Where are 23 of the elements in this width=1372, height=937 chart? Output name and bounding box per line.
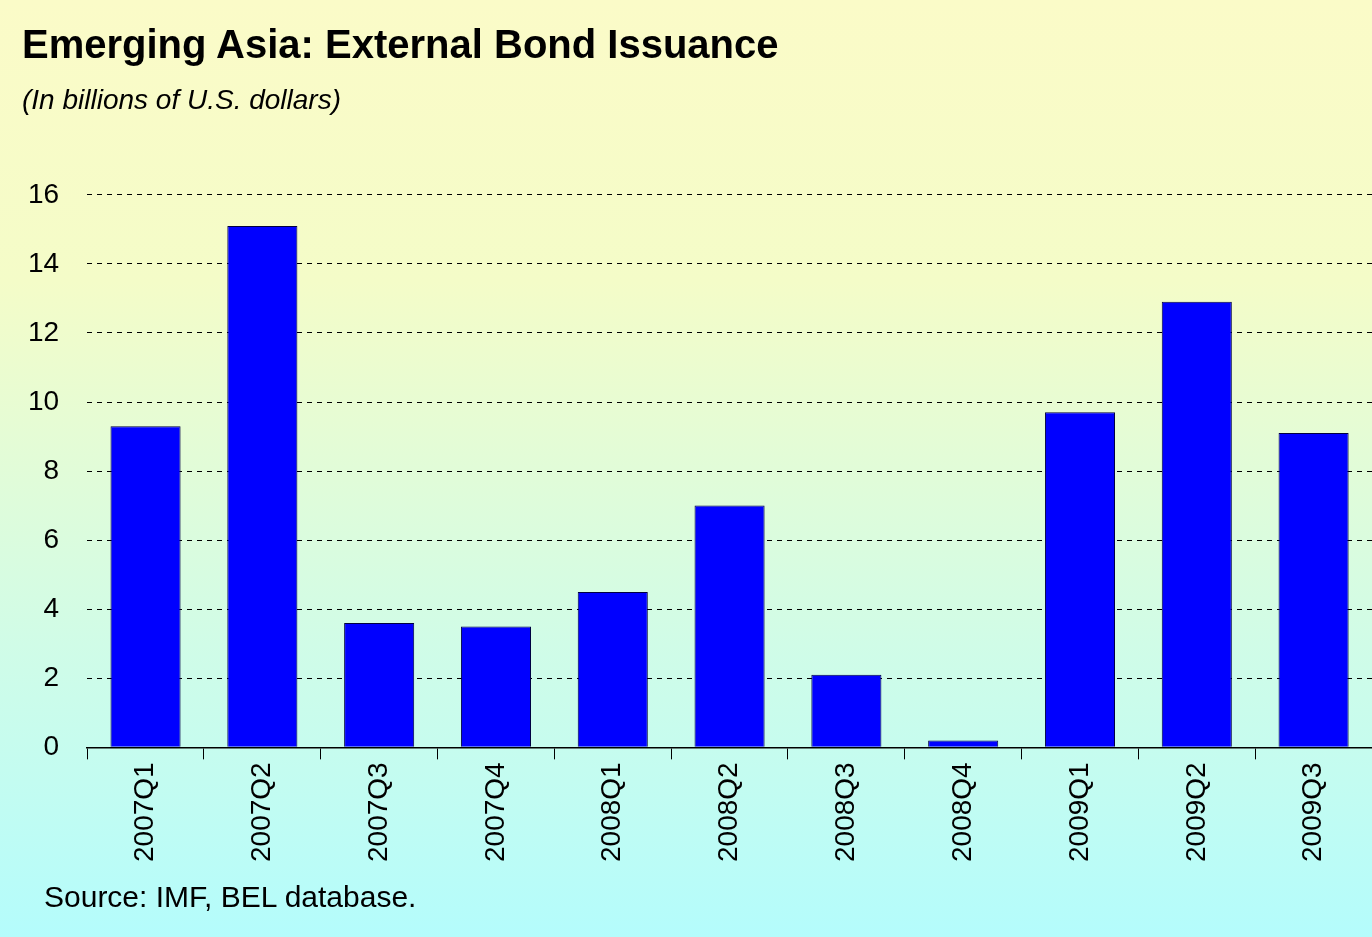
y-tick-label: 14 — [27, 246, 60, 278]
y-tick-label: 10 — [27, 384, 60, 416]
y-tick-label: 12 — [27, 315, 60, 347]
x-tick-label: 2008Q1 — [595, 762, 627, 862]
x-tick-label: 2007Q2 — [245, 762, 277, 862]
y-tick-label: 16 — [27, 177, 60, 209]
x-tick-label: 2008Q4 — [945, 762, 977, 862]
x-tick-label: 2008Q3 — [829, 762, 861, 862]
x-tick-label: 2009Q2 — [1179, 762, 1211, 862]
x-tick-label: 2009Q1 — [1062, 762, 1094, 862]
x-tick-label: 2007Q4 — [478, 762, 510, 862]
source-note: Source: IMF, BEL database. — [44, 880, 417, 914]
chart-title: Emerging Asia: External Bond Issuance — [22, 22, 779, 67]
x-tick-label: 2008Q2 — [712, 762, 744, 862]
x-tick-label: 2009Q3 — [1296, 762, 1328, 862]
chart-subtitle: (In billions of U.S. dollars) — [22, 84, 342, 116]
y-tick-label: 8 — [43, 453, 60, 485]
y-tick-label: 0 — [43, 730, 60, 762]
y-tick-label: 4 — [43, 591, 60, 623]
y-tick-label: 6 — [43, 522, 60, 554]
x-tick-label: 2007Q1 — [128, 762, 160, 862]
y-tick-label: 2 — [43, 661, 60, 693]
x-tick-label: 2007Q3 — [361, 762, 393, 862]
